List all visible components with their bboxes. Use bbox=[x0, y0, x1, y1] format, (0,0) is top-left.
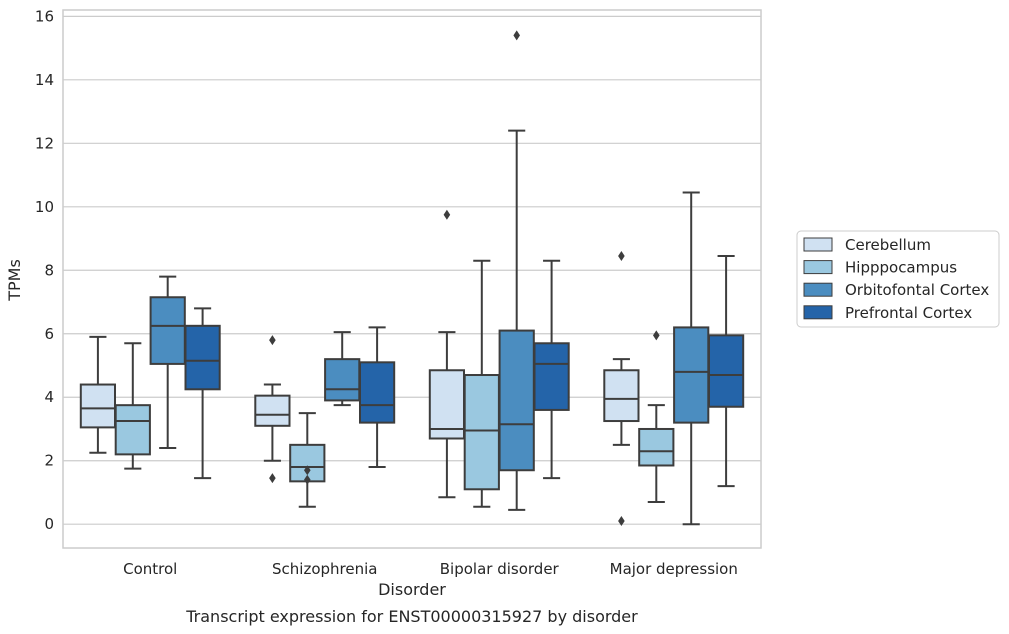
box-plot-mark bbox=[707, 254, 745, 488]
box-plot-mark bbox=[428, 209, 466, 499]
y-tick-label: 14 bbox=[35, 71, 54, 89]
outlier-point bbox=[618, 250, 625, 261]
iqr-box bbox=[707, 334, 745, 408]
box-plot-mark bbox=[498, 30, 535, 511]
box-plot-mark bbox=[149, 275, 186, 450]
legend: Cerebellum Hipppocampus Orbitofontal Corte… bbox=[796, 230, 1000, 328]
legend-item: Cerebellum bbox=[803, 236, 931, 254]
legend-swatch bbox=[803, 260, 833, 275]
y-tick-label: 2 bbox=[44, 452, 54, 470]
series-prefrontal-cortex bbox=[184, 254, 745, 488]
box-plot-mark bbox=[463, 259, 500, 508]
iqr-box bbox=[114, 404, 151, 456]
legend-item: Prefrontal Cortex bbox=[803, 304, 972, 322]
legend-item: Orbitofontal Cortex bbox=[803, 281, 989, 299]
y-tick-label: 4 bbox=[44, 388, 54, 406]
chart-caption: Transcript expression for ENST0000031592… bbox=[185, 607, 638, 626]
iqr-box bbox=[533, 342, 570, 411]
box-plot-mark bbox=[79, 335, 117, 454]
iqr-box bbox=[254, 394, 291, 427]
legend-swatch bbox=[803, 282, 833, 297]
iqr-box bbox=[673, 326, 710, 424]
x-tick-label: Control bbox=[123, 560, 177, 578]
x-tick-label: Schizophrenia bbox=[272, 560, 377, 578]
y-tick-label: 12 bbox=[35, 134, 54, 152]
x-axis-ticks: Control Schizophrenia Bipolar disorder Majo… bbox=[123, 560, 738, 578]
y-tick-label: 10 bbox=[35, 198, 54, 216]
box-plot-mark bbox=[184, 307, 221, 480]
plot-area-frame bbox=[62, 9, 762, 549]
legend-swatch bbox=[803, 237, 833, 252]
legend-label: Hipppocampus bbox=[845, 259, 957, 277]
y-tick-label: 6 bbox=[44, 325, 54, 343]
outlier-point bbox=[269, 473, 276, 484]
legend-frame bbox=[796, 230, 1000, 328]
series-orbitofontal-cortex bbox=[149, 30, 710, 526]
box-plot-mark bbox=[254, 335, 291, 484]
box-plot-mark bbox=[324, 331, 361, 407]
outlier-point bbox=[304, 474, 311, 485]
x-axis-title: Disorder bbox=[378, 580, 446, 599]
box-series bbox=[79, 30, 745, 527]
series-cerebellum bbox=[79, 209, 640, 527]
iqr-box bbox=[149, 296, 186, 365]
iqr-box bbox=[358, 361, 396, 424]
y-tick-label: 16 bbox=[35, 7, 54, 25]
outlier-point bbox=[443, 209, 451, 220]
legend-item: Hipppocampus bbox=[803, 259, 957, 277]
series-hipppocampus bbox=[114, 259, 675, 508]
iqr-box bbox=[603, 369, 640, 423]
iqr-box bbox=[79, 383, 117, 429]
outlier-point bbox=[513, 30, 520, 41]
y-tick-label: 8 bbox=[44, 261, 54, 279]
box-plot-mark bbox=[358, 326, 396, 469]
legend-label: Orbitofontal Cortex bbox=[845, 281, 989, 299]
iqr-box bbox=[324, 358, 361, 402]
y-tick-label: 0 bbox=[44, 515, 54, 533]
outlier-point bbox=[618, 516, 625, 527]
iqr-box bbox=[184, 324, 221, 391]
box-plot-mark bbox=[673, 191, 710, 526]
outlier-point bbox=[269, 335, 276, 346]
iqr-box bbox=[638, 427, 675, 467]
legend-swatch bbox=[803, 305, 833, 320]
x-tick-label: Major depression bbox=[610, 560, 738, 578]
legend-label: Cerebellum bbox=[845, 236, 931, 254]
outlier-point bbox=[653, 330, 660, 341]
box-plot-mark bbox=[114, 342, 151, 470]
box-plot-mark bbox=[638, 330, 675, 503]
x-tick-label: Bipolar disorder bbox=[440, 560, 560, 578]
legend-label: Prefrontal Cortex bbox=[845, 304, 972, 322]
y-axis-title: TPMs bbox=[5, 259, 24, 302]
iqr-box bbox=[498, 329, 535, 472]
box-plot-mark bbox=[289, 412, 326, 508]
box-plot-mark bbox=[533, 259, 570, 480]
iqr-box bbox=[463, 374, 500, 491]
box-plot-mark bbox=[603, 250, 640, 527]
outlier-point bbox=[304, 465, 311, 476]
y-axis-ticks: 0 2 4 6 8 10 12 14 16 bbox=[35, 7, 54, 533]
